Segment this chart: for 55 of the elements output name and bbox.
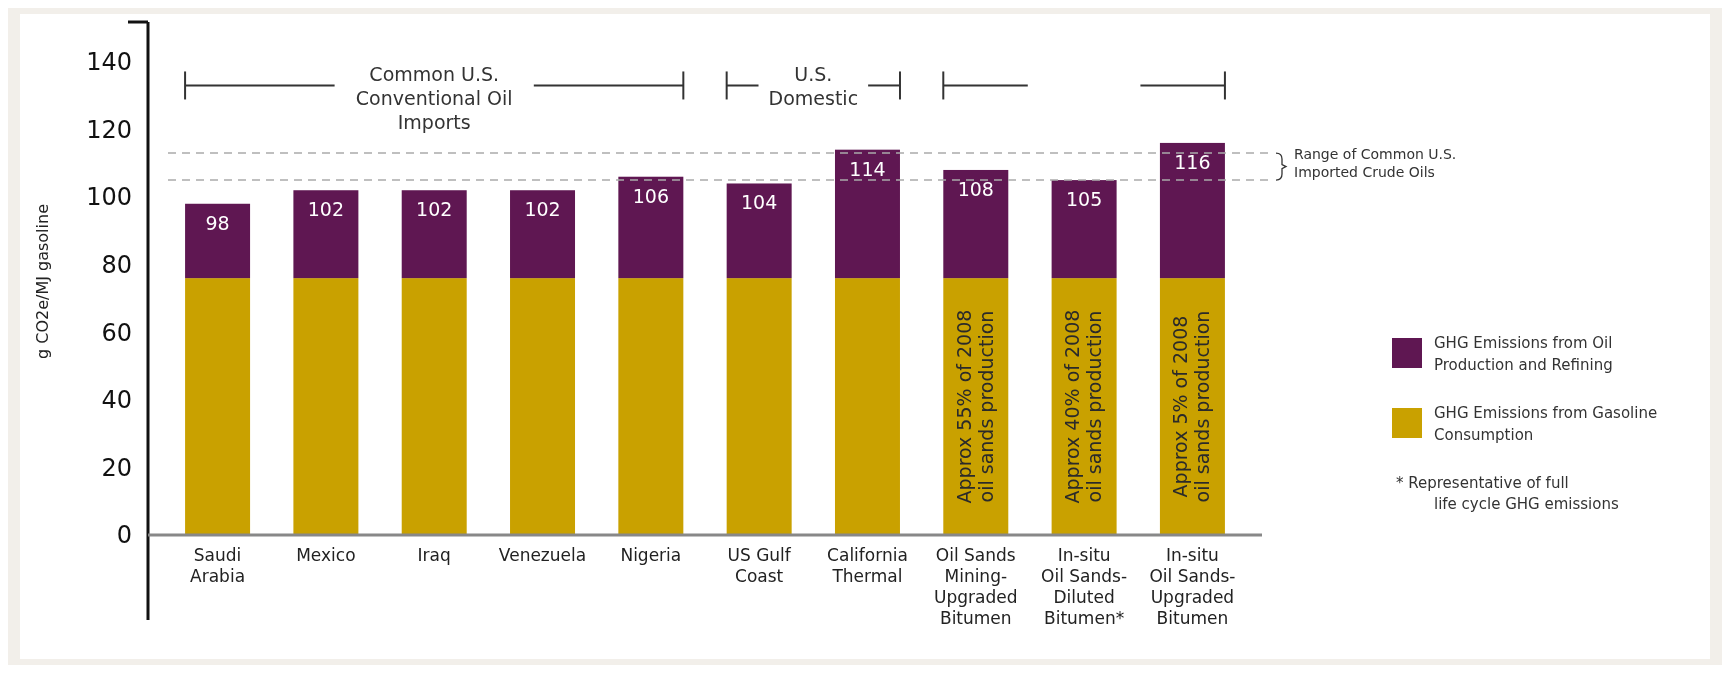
- bar: [834, 149, 900, 279]
- annotation: U.S. Domestic: [768, 63, 859, 110]
- bar: [618, 278, 684, 535]
- x-tick-label: In-situ Oil Sands-Diluted Bitumen*: [1041, 545, 1128, 628]
- total-label: 116: [1174, 150, 1211, 173]
- total-label: 108: [957, 177, 994, 200]
- bar: [185, 278, 251, 535]
- x-tick-label: Oil Sands Mining-Upgraded Bitumen: [934, 545, 1018, 628]
- bar: [510, 190, 576, 279]
- legend-label: GHG Emissions from Oil Production and Refining: [1434, 334, 1613, 374]
- total-label: 114: [849, 157, 886, 180]
- y-tick-label: 120: [86, 115, 132, 144]
- annotation: Approx 55% of 2008 oil sands production: [952, 309, 997, 504]
- x-tick-label: Venezuela: [498, 545, 587, 565]
- y-tick-label: 100: [86, 183, 132, 212]
- bar: [401, 190, 467, 279]
- bar: [401, 278, 467, 535]
- y-axis-title: g CO2e/MJ gasoline: [33, 204, 52, 359]
- x-tick-label: Nigeria: [620, 545, 682, 565]
- total-label: 102: [524, 198, 561, 221]
- x-tick-label: In-situ Oil Sands-Upgraded Bitumen: [1149, 545, 1236, 628]
- y-tick-label: 60: [101, 318, 132, 347]
- y-tick-label: 80: [101, 251, 132, 279]
- legend-label: GHG Emissions from Gasoline Consumption: [1434, 404, 1658, 444]
- total-label: 106: [632, 184, 669, 207]
- annotation: Approx 5% of 2008 oil sands production: [1169, 310, 1214, 503]
- x-tick-label: Iraq: [417, 545, 451, 565]
- bar: [510, 278, 576, 535]
- x-tick-label: US Gulf Coast: [727, 545, 792, 586]
- x-tick-label: Mexico: [296, 545, 356, 565]
- bar: [1159, 142, 1225, 279]
- x-tick-label: Saudi Arabia: [190, 545, 246, 586]
- total-label: 102: [416, 198, 453, 221]
- bar: [943, 169, 1009, 279]
- y-tick-label: 140: [86, 48, 132, 77]
- ref-line-label: Range of Common U.S. Imported Crude Oils: [1294, 146, 1457, 181]
- y-tick-label: 20: [101, 453, 132, 482]
- x-tick-label: California Thermal: [827, 545, 908, 586]
- y-tick-label: 0: [116, 521, 132, 550]
- bar: [726, 183, 792, 279]
- total-label: 102: [307, 198, 345, 221]
- bar: [185, 203, 251, 279]
- annotation: Approx 40% of 2008 oil sands production: [1061, 309, 1106, 504]
- total-label: 105: [1065, 188, 1103, 211]
- total-label: 98: [205, 211, 230, 234]
- bar: [1051, 180, 1117, 279]
- annotation: Common U.S. Conventional Oil Imports: [355, 63, 513, 134]
- bar: [293, 278, 359, 535]
- bar: [834, 278, 900, 535]
- bar: [618, 176, 684, 279]
- bar: [726, 278, 792, 535]
- y-tick-label: 40: [101, 386, 132, 415]
- text: * Representative of full life cycle GHG emissions: [1396, 474, 1619, 513]
- total-label: 104: [741, 191, 778, 214]
- bar: [293, 190, 359, 279]
